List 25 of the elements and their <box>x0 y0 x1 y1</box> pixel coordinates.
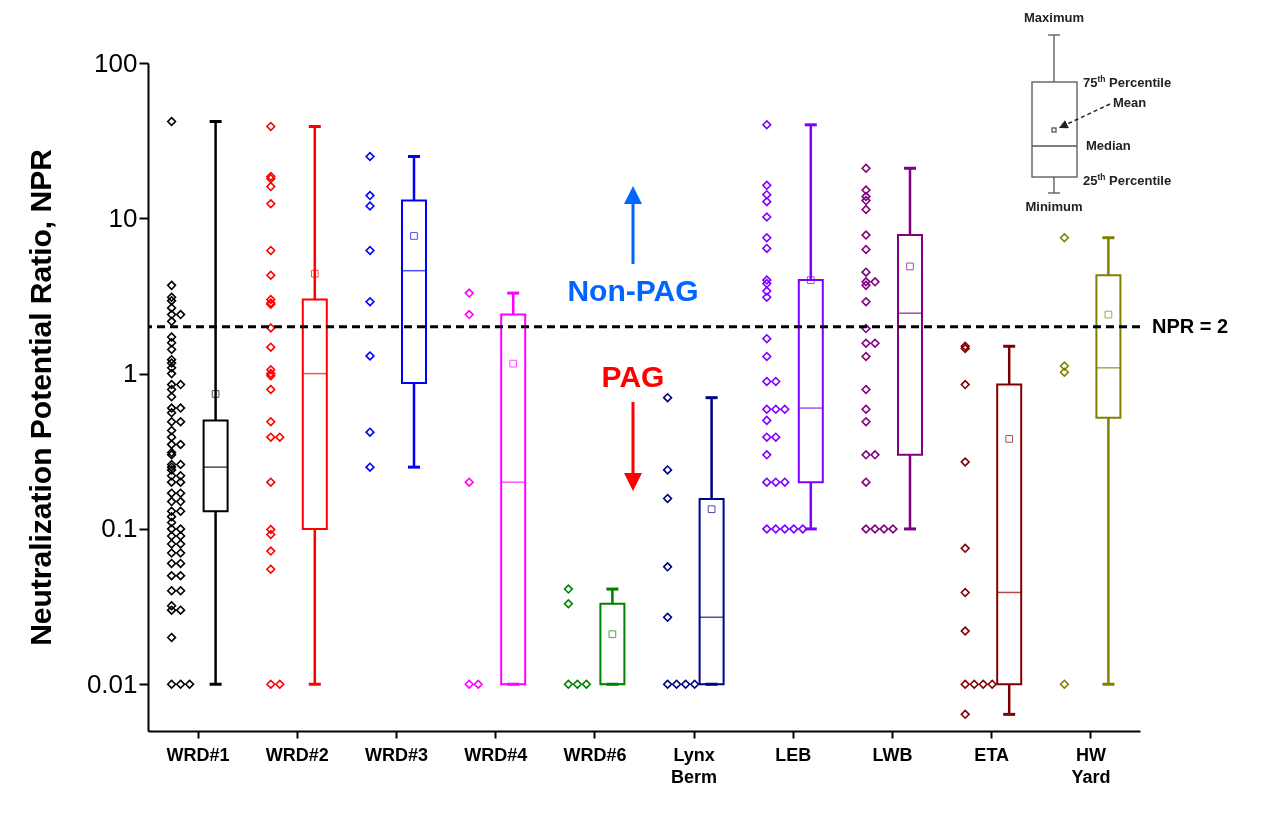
annotation: 25$^{th}$ Percentile <box>1083 172 1172 189</box>
annotation: PAG <box>601 360 665 394</box>
x-tick-label: WRD#6 <box>563 744 627 765</box>
annotation: 75$^{th}$ Percentile <box>1083 74 1172 91</box>
annotation: Mean <box>1113 95 1147 111</box>
x-tick-label: LEB <box>775 744 812 765</box>
x-tick-label: LWB <box>872 744 913 765</box>
x-tick-label: WRD#4 <box>464 744 528 765</box>
x-tick-label: WRD#2 <box>265 744 329 765</box>
x-tick-label: WRD#3 <box>364 744 429 765</box>
x-tick-label: Lynx Berm <box>671 744 718 787</box>
annotation: Minimum <box>1025 199 1083 215</box>
y-tick-label: 10 <box>108 202 138 233</box>
y-tick-label: 100 <box>94 47 138 78</box>
x-tick-label: WRD#1 <box>166 744 230 765</box>
y-axis-title: Neutralization Potential Ratio, NPR <box>23 148 57 646</box>
y-tick-label: 0.1 <box>101 513 138 544</box>
annotation: Median <box>1086 138 1131 154</box>
text: Maximum <box>1024 10 1084 26</box>
x-tick-label: ETA <box>974 744 1010 765</box>
annotation: Non-PAG <box>567 274 699 308</box>
y-tick-label: 0.01 <box>86 668 138 699</box>
ref-line-label: NPR = 2 <box>1152 314 1229 337</box>
y-tick-label: 1 <box>123 358 138 389</box>
x-tick-label: HW Yard <box>1071 744 1111 787</box>
